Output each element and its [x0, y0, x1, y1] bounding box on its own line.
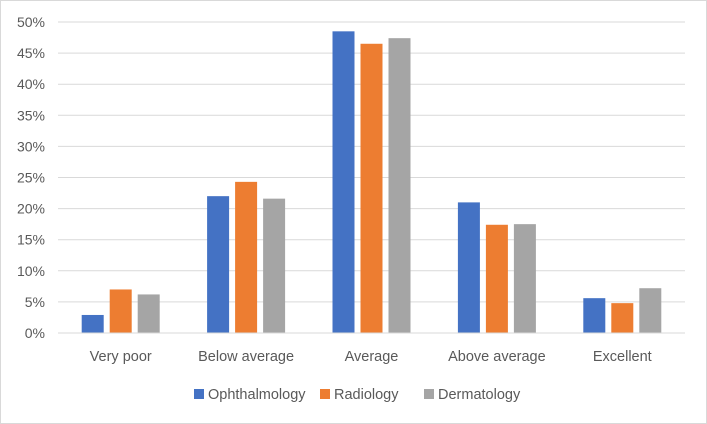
y-tick-label: 20% [17, 201, 45, 217]
y-tick-label: 30% [17, 138, 45, 154]
x-tick-label: Below average [198, 349, 294, 365]
bar-dermatology [639, 288, 662, 333]
x-tick-label: Excellent [593, 349, 652, 365]
x-tick-label: Very poor [90, 349, 152, 365]
legend-swatch-ophthalmology [194, 389, 204, 399]
bar-radiology [360, 43, 383, 334]
legend-swatch-radiology [320, 389, 330, 399]
y-tick-label: 10% [17, 263, 45, 279]
legend-swatch-dermatology [424, 389, 434, 399]
bar-dermatology [263, 198, 286, 333]
legend-label-dermatology: Dermatology [438, 387, 521, 403]
bar-ophthalmology [332, 31, 355, 334]
y-tick-label: 45% [17, 45, 45, 61]
legend-label-radiology: Radiology [334, 387, 399, 403]
y-tick-label: 15% [17, 232, 45, 248]
x-tick-label: Above average [448, 349, 546, 365]
y-tick-label: 25% [17, 170, 45, 186]
y-tick-label: 35% [17, 107, 45, 123]
y-tick-label: 0% [25, 325, 45, 341]
y-tick-label: 40% [17, 76, 45, 92]
x-tick-label: Average [345, 349, 399, 365]
bar-radiology [109, 289, 132, 333]
bar-radiology [485, 224, 508, 333]
bar-ophthalmology [81, 314, 104, 333]
bar-ophthalmology [583, 298, 606, 333]
bar-ophthalmology [457, 202, 480, 333]
bar-radiology [235, 181, 258, 333]
bar-dermatology [513, 224, 536, 333]
bar-radiology [611, 303, 634, 333]
y-tick-label: 5% [25, 294, 45, 310]
bar-ophthalmology [207, 196, 230, 333]
legend-label-ophthalmology: Ophthalmology [208, 387, 306, 403]
y-tick-label: 50% [17, 14, 45, 30]
bar-dermatology [137, 294, 160, 333]
bar-dermatology [388, 38, 411, 334]
